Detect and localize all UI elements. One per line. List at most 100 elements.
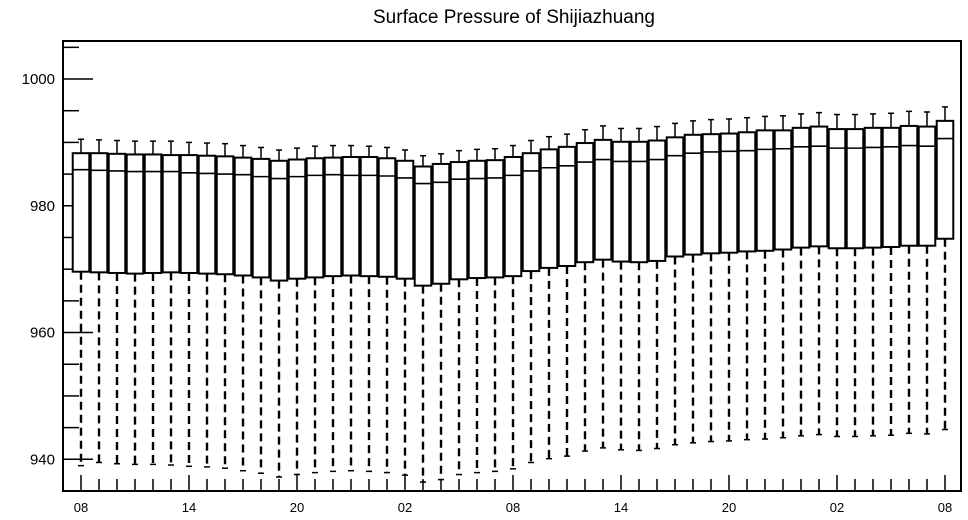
- x-tick-label: 14: [182, 500, 196, 515]
- box-10: [251, 146, 271, 475]
- box-body: [197, 154, 217, 275]
- box-series: [71, 106, 955, 483]
- box-body: [107, 152, 127, 274]
- box-body: [89, 152, 109, 274]
- box-41: [809, 111, 829, 436]
- box-42: [827, 113, 847, 438]
- box-body: [305, 157, 325, 279]
- chart-title: Surface Pressure of Shijiazhuang: [373, 7, 655, 28]
- box-26: [539, 135, 559, 460]
- x-tick-label: 20: [722, 500, 736, 515]
- box-body: [503, 155, 523, 278]
- box-4: [143, 140, 163, 466]
- x-tick-label: 08: [506, 500, 520, 515]
- box-38: [755, 115, 775, 440]
- plot-frame: [62, 40, 962, 492]
- box-body: [935, 119, 955, 240]
- box-0: [71, 138, 91, 467]
- box-1: [89, 139, 109, 464]
- box-body: [539, 148, 559, 269]
- box-body: [665, 136, 685, 258]
- box-body: [179, 154, 199, 274]
- box-body: [791, 126, 811, 249]
- box-5: [161, 140, 181, 466]
- box-body: [575, 142, 595, 264]
- box-14: [323, 144, 343, 473]
- box-36: [719, 118, 739, 442]
- box-body: [395, 159, 415, 280]
- box-body: [431, 162, 451, 285]
- box-27: [557, 133, 577, 457]
- y-tick-label: 940: [30, 451, 55, 468]
- box-48: [935, 106, 955, 431]
- y-tick-label: 1000: [22, 71, 55, 88]
- box-9: [233, 144, 253, 472]
- box-body: [125, 153, 145, 275]
- box-13: [305, 145, 325, 474]
- x-tick-label: 08: [74, 500, 88, 515]
- box-body: [863, 126, 883, 249]
- box-20: [431, 153, 451, 481]
- box-body: [377, 157, 397, 278]
- y-tick-label: 980: [30, 198, 55, 215]
- box-body: [683, 133, 703, 256]
- y-tick-label: 960: [30, 325, 55, 342]
- box-body: [485, 159, 505, 279]
- box-2: [107, 139, 127, 465]
- box-31: [629, 127, 649, 452]
- box-body: [287, 158, 307, 280]
- x-tick-label: 02: [398, 500, 412, 515]
- box-46: [899, 110, 919, 435]
- box-body: [467, 159, 487, 280]
- box-body: [143, 153, 163, 274]
- box-33: [665, 122, 685, 446]
- box-15: [341, 144, 361, 472]
- box-17: [377, 146, 397, 474]
- box-body: [629, 140, 649, 264]
- x-tick-label: 08: [938, 500, 952, 515]
- box-25: [521, 139, 541, 464]
- box-body: [449, 161, 469, 281]
- box-body: [701, 133, 721, 255]
- box-body: [737, 131, 757, 253]
- box-body: [827, 128, 847, 250]
- box-7: [197, 142, 217, 468]
- box-body: [593, 138, 613, 261]
- box-body: [899, 124, 919, 247]
- box-body: [161, 154, 181, 274]
- box-body: [719, 132, 739, 254]
- box-body: [413, 165, 433, 287]
- box-19: [413, 154, 433, 483]
- x-tick-label: 20: [290, 500, 304, 515]
- box-body: [773, 129, 793, 251]
- box-body: [251, 157, 271, 279]
- box-43: [845, 113, 865, 438]
- box-18: [395, 149, 415, 476]
- box-body: [521, 152, 541, 273]
- box-body: [71, 152, 91, 273]
- box-12: [287, 147, 307, 476]
- x-tick-label: 02: [830, 500, 844, 515]
- box-34: [683, 120, 703, 444]
- box-body: [557, 145, 577, 268]
- box-24: [503, 144, 523, 470]
- box-body: [323, 156, 343, 278]
- box-28: [575, 128, 595, 452]
- box-23: [485, 147, 505, 473]
- box-45: [881, 112, 901, 436]
- box-body: [917, 125, 937, 247]
- box-11: [269, 149, 289, 478]
- box-22: [467, 148, 487, 474]
- box-32: [647, 125, 667, 450]
- box-37: [737, 116, 757, 441]
- box-35: [701, 118, 721, 443]
- box-3: [125, 140, 145, 466]
- box-body: [845, 128, 865, 250]
- x-axis: 08 14 20 02 08 14 20 02 08: [74, 475, 952, 515]
- box-29: [593, 125, 613, 449]
- box-body: [647, 139, 667, 262]
- box-body: [611, 140, 631, 263]
- box-body: [341, 155, 361, 277]
- box-body: [269, 159, 289, 282]
